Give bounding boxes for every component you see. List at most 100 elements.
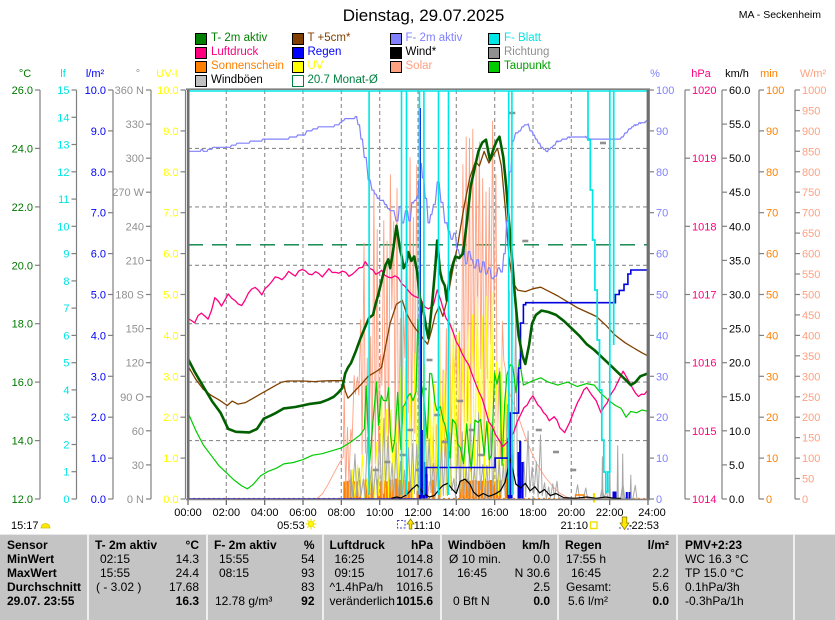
svg-text:UV-I: UV-I bbox=[156, 68, 177, 80]
svg-text:7.0: 7.0 bbox=[91, 208, 106, 220]
svg-text:0 N: 0 N bbox=[127, 494, 144, 506]
svg-text:1.0: 1.0 bbox=[91, 453, 106, 465]
svg-text:2: 2 bbox=[63, 440, 69, 452]
svg-text:600: 600 bbox=[802, 249, 820, 261]
svg-text:9.0: 9.0 bbox=[163, 126, 178, 138]
svg-text:22:53: 22:53 bbox=[632, 520, 660, 532]
svg-text:14: 14 bbox=[57, 112, 69, 124]
svg-text:60: 60 bbox=[656, 249, 668, 261]
svg-text:0: 0 bbox=[766, 494, 772, 506]
svg-text:1020: 1020 bbox=[692, 85, 716, 97]
svg-text:350: 350 bbox=[802, 351, 820, 363]
svg-text:1018: 1018 bbox=[692, 221, 716, 233]
svg-text:1015: 1015 bbox=[692, 426, 716, 438]
svg-text:5: 5 bbox=[63, 358, 69, 370]
svg-text:100: 100 bbox=[766, 85, 784, 97]
svg-text:50: 50 bbox=[766, 290, 778, 302]
svg-text:800: 800 bbox=[802, 167, 820, 179]
svg-text:10: 10 bbox=[656, 453, 668, 465]
svg-text:3.0: 3.0 bbox=[91, 371, 106, 383]
svg-text:04:00: 04:00 bbox=[251, 507, 279, 519]
svg-text:210: 210 bbox=[126, 255, 144, 267]
svg-text:00:00: 00:00 bbox=[174, 507, 202, 519]
svg-text:2.0: 2.0 bbox=[91, 412, 106, 424]
svg-text:20.0: 20.0 bbox=[12, 260, 33, 272]
svg-text:20.0: 20.0 bbox=[729, 358, 750, 370]
svg-text:%: % bbox=[650, 68, 660, 80]
svg-text:8: 8 bbox=[63, 276, 69, 288]
svg-text:21:10: 21:10 bbox=[560, 520, 588, 532]
svg-text:26.0: 26.0 bbox=[12, 85, 33, 97]
svg-text:0.0: 0.0 bbox=[91, 494, 106, 506]
svg-text:150: 150 bbox=[126, 324, 144, 336]
svg-text:90: 90 bbox=[766, 126, 778, 138]
svg-text:15:17: 15:17 bbox=[11, 520, 39, 532]
svg-text:40: 40 bbox=[766, 330, 778, 342]
svg-text:4: 4 bbox=[63, 385, 69, 397]
svg-text:05:53: 05:53 bbox=[277, 520, 305, 532]
svg-text:120: 120 bbox=[126, 358, 144, 370]
svg-text:16.0: 16.0 bbox=[12, 377, 33, 389]
svg-text:30.0: 30.0 bbox=[729, 290, 750, 302]
svg-text:300: 300 bbox=[126, 153, 144, 165]
svg-text:8.0: 8.0 bbox=[91, 167, 106, 179]
svg-text:900: 900 bbox=[802, 126, 820, 138]
svg-text:24.0: 24.0 bbox=[12, 143, 33, 155]
svg-text:hPa: hPa bbox=[691, 68, 711, 80]
svg-text:70: 70 bbox=[656, 208, 668, 220]
svg-text:10.0: 10.0 bbox=[157, 85, 178, 97]
svg-text:35.0: 35.0 bbox=[729, 255, 750, 267]
svg-text:450: 450 bbox=[802, 310, 820, 322]
svg-text:10: 10 bbox=[766, 453, 778, 465]
svg-text:650: 650 bbox=[802, 228, 820, 240]
svg-text:5.0: 5.0 bbox=[729, 460, 744, 472]
svg-text:20: 20 bbox=[766, 412, 778, 424]
svg-text:7: 7 bbox=[63, 303, 69, 315]
svg-text:240: 240 bbox=[126, 221, 144, 233]
svg-text:200: 200 bbox=[802, 412, 820, 424]
svg-text:50.0: 50.0 bbox=[729, 153, 750, 165]
svg-text:750: 750 bbox=[802, 187, 820, 199]
svg-text:11: 11 bbox=[58, 194, 69, 206]
svg-text:11:10: 11:10 bbox=[414, 520, 441, 532]
svg-text:80: 80 bbox=[766, 167, 778, 179]
svg-text:250: 250 bbox=[802, 392, 820, 404]
svg-text:30: 30 bbox=[132, 460, 144, 472]
svg-text:20: 20 bbox=[656, 412, 668, 424]
svg-text:360 N: 360 N bbox=[115, 85, 144, 97]
svg-text:24:00: 24:00 bbox=[638, 507, 666, 519]
svg-text:10.0: 10.0 bbox=[729, 426, 750, 438]
svg-text:270 W: 270 W bbox=[112, 187, 144, 199]
svg-text:0: 0 bbox=[656, 494, 662, 506]
svg-text:90 O: 90 O bbox=[120, 392, 144, 404]
svg-text:30: 30 bbox=[656, 371, 668, 383]
svg-text:15.0: 15.0 bbox=[729, 392, 750, 404]
svg-text:9.0: 9.0 bbox=[91, 126, 106, 138]
svg-text:40: 40 bbox=[656, 330, 668, 342]
svg-text:60: 60 bbox=[766, 249, 778, 261]
svg-text:100: 100 bbox=[802, 453, 820, 465]
svg-text:18:00: 18:00 bbox=[519, 507, 547, 519]
svg-text:45.0: 45.0 bbox=[729, 187, 750, 199]
svg-text:700: 700 bbox=[802, 208, 820, 220]
svg-text:1019: 1019 bbox=[692, 153, 716, 165]
svg-text:5.0: 5.0 bbox=[163, 290, 178, 302]
svg-text:330: 330 bbox=[126, 119, 144, 131]
svg-text:550: 550 bbox=[802, 269, 820, 281]
svg-text:100: 100 bbox=[656, 85, 674, 97]
svg-text:500: 500 bbox=[802, 290, 820, 302]
svg-text:10:00: 10:00 bbox=[366, 507, 394, 519]
svg-text:1: 1 bbox=[63, 467, 69, 479]
svg-text:850: 850 bbox=[802, 146, 820, 158]
svg-text:50: 50 bbox=[656, 290, 668, 302]
svg-text:°: ° bbox=[136, 68, 140, 80]
svg-text:70: 70 bbox=[766, 208, 778, 220]
svg-text:0: 0 bbox=[63, 494, 69, 506]
svg-text:km/h: km/h bbox=[725, 68, 749, 80]
svg-text:14.0: 14.0 bbox=[12, 436, 33, 448]
svg-text:9: 9 bbox=[63, 249, 69, 261]
svg-text:1017: 1017 bbox=[692, 290, 716, 302]
svg-text:60.0: 60.0 bbox=[729, 85, 750, 97]
svg-text:2.0: 2.0 bbox=[163, 412, 178, 424]
svg-text:0: 0 bbox=[802, 494, 808, 506]
